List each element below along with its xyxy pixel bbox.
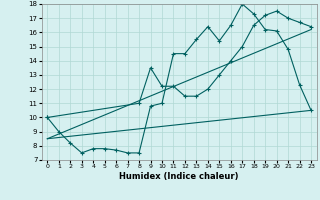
X-axis label: Humidex (Indice chaleur): Humidex (Indice chaleur): [119, 172, 239, 181]
